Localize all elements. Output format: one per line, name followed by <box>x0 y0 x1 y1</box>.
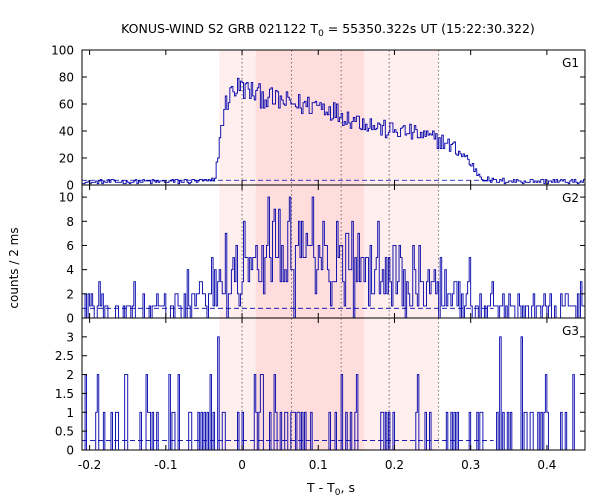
ytick-label-g3-3: 1.5 <box>55 387 74 401</box>
panel-frame-g3 <box>81 317 586 451</box>
chart-title-suffix: = 55350.322s UT (15:22:30.322) <box>324 21 535 36</box>
ytick-label-g1-3: 60 <box>59 98 74 112</box>
xtick-label-3: 0.1 <box>309 458 328 472</box>
ytick-label-g3-2: 1 <box>66 406 74 420</box>
ytick-label-g1-0: 0 <box>66 179 74 193</box>
ytick-label-g3-0: 0 <box>66 444 74 458</box>
chart-title: KONUS-WIND S2 GRB 021122 T0 = 55350.322s… <box>121 21 535 39</box>
ytick-label-g2-5: 10 <box>59 191 74 205</box>
xtick-label-6: 0.4 <box>537 458 556 472</box>
xtick-label-2: 0 <box>238 458 246 472</box>
y-axis-label: counts / 2 ms <box>7 227 21 308</box>
series-g3 <box>82 336 585 451</box>
ytick-label-g2-4: 8 <box>66 215 74 229</box>
count-series <box>82 77 585 451</box>
panel-label-g3: G3 <box>562 324 579 338</box>
ytick-label-g1-1: 20 <box>59 152 74 166</box>
panel-frames <box>81 49 586 451</box>
ytick-label-g1-5: 100 <box>51 44 74 58</box>
highlight-band-1 <box>255 50 364 450</box>
ytick-label-g2-2: 4 <box>66 263 74 277</box>
ytick-label-g2-0: 0 <box>66 312 74 326</box>
ytick-label-g3-4: 2 <box>66 368 74 382</box>
series-g1 <box>82 77 585 185</box>
ytick-label-g2-1: 2 <box>66 287 74 301</box>
x-axis-ticks: -0.2 -0.1 0 0.1 0.2 0.3 0.4 <box>78 50 556 472</box>
xtick-label-1: -0.1 <box>154 458 177 472</box>
ytick-label-g3-6: 3 <box>66 330 74 344</box>
chart-title-prefix: KONUS-WIND S2 GRB 021122 T <box>121 21 318 36</box>
ytick-label-g1-4: 80 <box>59 71 74 85</box>
ytick-label-g3-5: 2.5 <box>55 349 74 363</box>
panel-label-g2: G2 <box>562 191 579 205</box>
xtick-label-0: -0.2 <box>78 458 101 472</box>
series-g2 <box>82 196 585 319</box>
panel-label-g1: G1 <box>562 56 579 70</box>
ytick-label-g1-2: 40 <box>59 125 74 139</box>
x-axis-label: T - T0, s <box>306 480 355 498</box>
chart-title-subscript: 0 <box>318 29 324 39</box>
highlight-band-2 <box>363 50 439 450</box>
xtick-label-5: 0.3 <box>461 458 480 472</box>
ytick-label-g2-3: 6 <box>66 239 74 253</box>
ytick-label-g3-1: 0.5 <box>55 425 74 439</box>
x-axis-label-subscript: 0 <box>335 488 341 498</box>
xtick-label-4: 0.2 <box>385 458 404 472</box>
x-axis-label-prefix: T - T <box>306 480 335 495</box>
panel-labels: G1 G2 G3 <box>562 56 579 338</box>
x-axis-label-suffix: , s <box>341 480 355 495</box>
